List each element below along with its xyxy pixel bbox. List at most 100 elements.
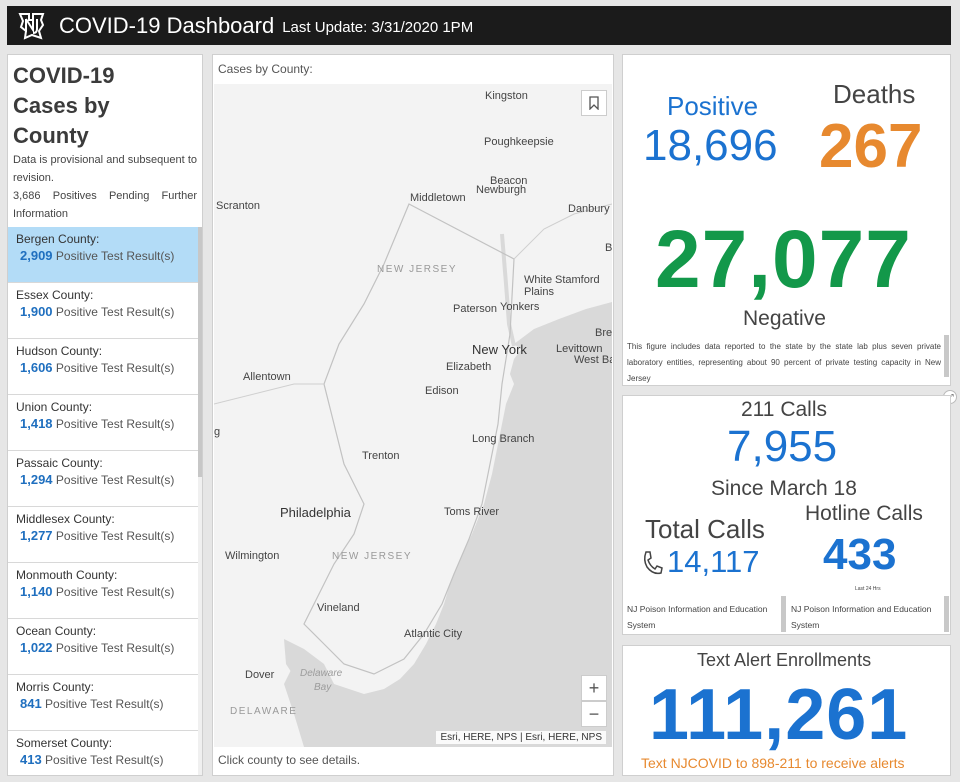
county-count: 1,277 xyxy=(20,528,53,543)
list-item[interactable]: Bergen County: 2,909 Positive Test Resul… xyxy=(8,227,198,283)
count-suffix: Positive Test Result(s) xyxy=(45,697,164,711)
dashboard-title: COVID-19 Dashboard xyxy=(59,12,275,38)
place-label: Vineland xyxy=(317,602,360,614)
place-label: Levittown xyxy=(556,343,603,355)
county-list-title-line1: COVID-19 xyxy=(13,63,115,88)
calls-title: 211 Calls xyxy=(741,398,827,421)
place-label: Atlantic City xyxy=(404,628,463,640)
county-name: Monmouth County: xyxy=(16,568,118,582)
place-label: Middletown xyxy=(410,192,466,204)
county-list: Bergen County: 2,909 Positive Test Resul… xyxy=(8,227,198,775)
list-item[interactable]: Monmouth County: 1,140 Positive Test Res… xyxy=(8,563,198,619)
county-name: Hudson County: xyxy=(16,344,103,358)
place-label: Kingston xyxy=(485,90,528,102)
phone-icon xyxy=(643,551,663,575)
county-count: 1,418 xyxy=(20,416,53,431)
count-suffix: Positive Test Result(s) xyxy=(55,417,175,431)
county-name: Bergen County: xyxy=(16,232,100,246)
bookmark-button[interactable] xyxy=(581,90,607,116)
county-name: Ocean County: xyxy=(16,624,97,638)
county-list-title-line2: Cases by xyxy=(13,93,110,118)
place-label: Paterson xyxy=(453,303,498,315)
total-calls-value: 14,117 xyxy=(667,544,760,579)
count-suffix: Positive Test Result(s) xyxy=(55,585,175,599)
count-suffix: Positive Test Result(s) xyxy=(45,753,164,767)
place-label: Long Branch xyxy=(472,433,535,445)
negative-value: 27,077 xyxy=(655,214,912,305)
negative-note: This figure includes data reported to th… xyxy=(627,342,941,383)
positive-label: Positive xyxy=(667,91,759,121)
calls-since: Since March 18 xyxy=(711,477,857,500)
list-item[interactable]: Ocean County: 1,022 Positive Test Result… xyxy=(8,619,198,675)
last-24-hours: Last 24 Hrs xyxy=(855,586,881,592)
list-item[interactable]: Somerset County: 413 Positive Test Resul… xyxy=(8,731,198,775)
count-suffix: Positive Test Result(s) xyxy=(55,473,175,487)
county-count: 1,140 xyxy=(20,584,53,599)
place-label: Danbury xyxy=(568,203,610,215)
source-scrollbar-right[interactable] xyxy=(944,596,949,632)
county-map[interactable]: Kingston Poughkeepsie Beacon Newburgh Mi… xyxy=(214,84,612,747)
county-list-title-line3: County xyxy=(13,123,89,148)
county-count: 841 xyxy=(20,696,42,711)
place-label: West Ba xyxy=(574,354,612,366)
zoom-out-button[interactable]: − xyxy=(581,701,607,727)
text-alerts-cta: Text NJCOVID to 898-211 to receive alert… xyxy=(641,755,905,771)
hotline-calls-source: NJ Poison Information and Education Syst… xyxy=(791,604,932,630)
place-label: Wilmington xyxy=(225,550,280,562)
scroll-thumb[interactable] xyxy=(198,227,202,477)
text-alerts-title: Text Alert Enrollments xyxy=(697,650,872,670)
list-item[interactable]: Hudson County: 1,606 Positive Test Resul… xyxy=(8,339,198,395)
hotline-calls-label: Hotline Calls xyxy=(805,502,923,525)
place-label: White xyxy=(524,274,553,286)
ocean xyxy=(284,314,612,747)
deaths-label: Deaths xyxy=(833,79,916,109)
total-calls-source: NJ Poison Information and Education Syst… xyxy=(627,604,768,630)
list-item[interactable]: Union County: 1,418 Positive Test Result… xyxy=(8,395,198,451)
list-item[interactable]: Passaic County: 1,294 Positive Test Resu… xyxy=(8,451,198,507)
list-item[interactable]: Middlesex County: 1,277 Positive Test Re… xyxy=(8,507,198,563)
place-label: Allentown xyxy=(243,371,291,383)
zoom-in-button[interactable]: + xyxy=(581,675,607,701)
source-scrollbar-left[interactable] xyxy=(781,596,786,632)
county-count: 1,294 xyxy=(20,472,53,487)
map-panel: Cases by County: Kingston Poughkeepsie B… xyxy=(212,54,614,776)
map-attribution: Esri, HERE, NPS | Esri, HERE, NPS xyxy=(436,731,606,744)
bookmark-icon xyxy=(589,96,599,111)
nj-border xyxy=(303,203,515,675)
provisional-note: Data is provisional and subsequent to re… xyxy=(13,154,197,184)
count-suffix: Positive Test Result(s) xyxy=(55,641,175,655)
region-label: NEW JERSEY xyxy=(332,551,413,562)
pa-border xyxy=(214,383,324,405)
map-title: Cases by County: xyxy=(218,62,313,76)
basemap xyxy=(214,203,612,747)
region-label: DELAWARE xyxy=(230,706,298,717)
list-item[interactable]: Essex County: 1,900 Positive Test Result… xyxy=(8,283,198,339)
calls-value: 7,955 xyxy=(727,422,838,471)
place-label: g xyxy=(214,426,221,438)
hudson-river xyxy=(500,233,516,347)
total-calls-label: Total Calls xyxy=(645,514,765,544)
county-list-scrollbar[interactable] xyxy=(198,227,202,775)
place-label: New York xyxy=(472,342,527,357)
place-label: Edison xyxy=(425,385,459,397)
county-list-panel: COVID-19 Cases by County Data is provisi… xyxy=(7,54,203,776)
county-count: 1,606 xyxy=(20,360,53,375)
county-count: 1,022 xyxy=(20,640,53,655)
county-name: Essex County: xyxy=(16,288,94,302)
county-count: 413 xyxy=(20,752,42,767)
list-item[interactable]: Morris County: 841 Positive Test Result(… xyxy=(8,675,198,731)
place-label: Beacon xyxy=(490,175,528,187)
count-suffix: Positive Test Result(s) xyxy=(55,529,175,543)
dashboard-header: COVID-19 Dashboard Last Update: 3/31/202… xyxy=(7,6,951,45)
deaths-value: 267 xyxy=(819,112,923,181)
note-scrollbar[interactable] xyxy=(944,335,949,377)
place-label: Trenton xyxy=(362,450,400,462)
nj-state-logo-icon xyxy=(18,12,45,40)
county-name: Morris County: xyxy=(16,680,95,694)
map-footer: Click county to see details. xyxy=(218,753,361,767)
place-label: Plains xyxy=(524,286,554,298)
delaware-bay xyxy=(284,639,334,694)
water-label: Delaware xyxy=(300,668,343,679)
county-count: 2,909 xyxy=(20,248,53,263)
place-label: Newburgh xyxy=(476,184,527,196)
